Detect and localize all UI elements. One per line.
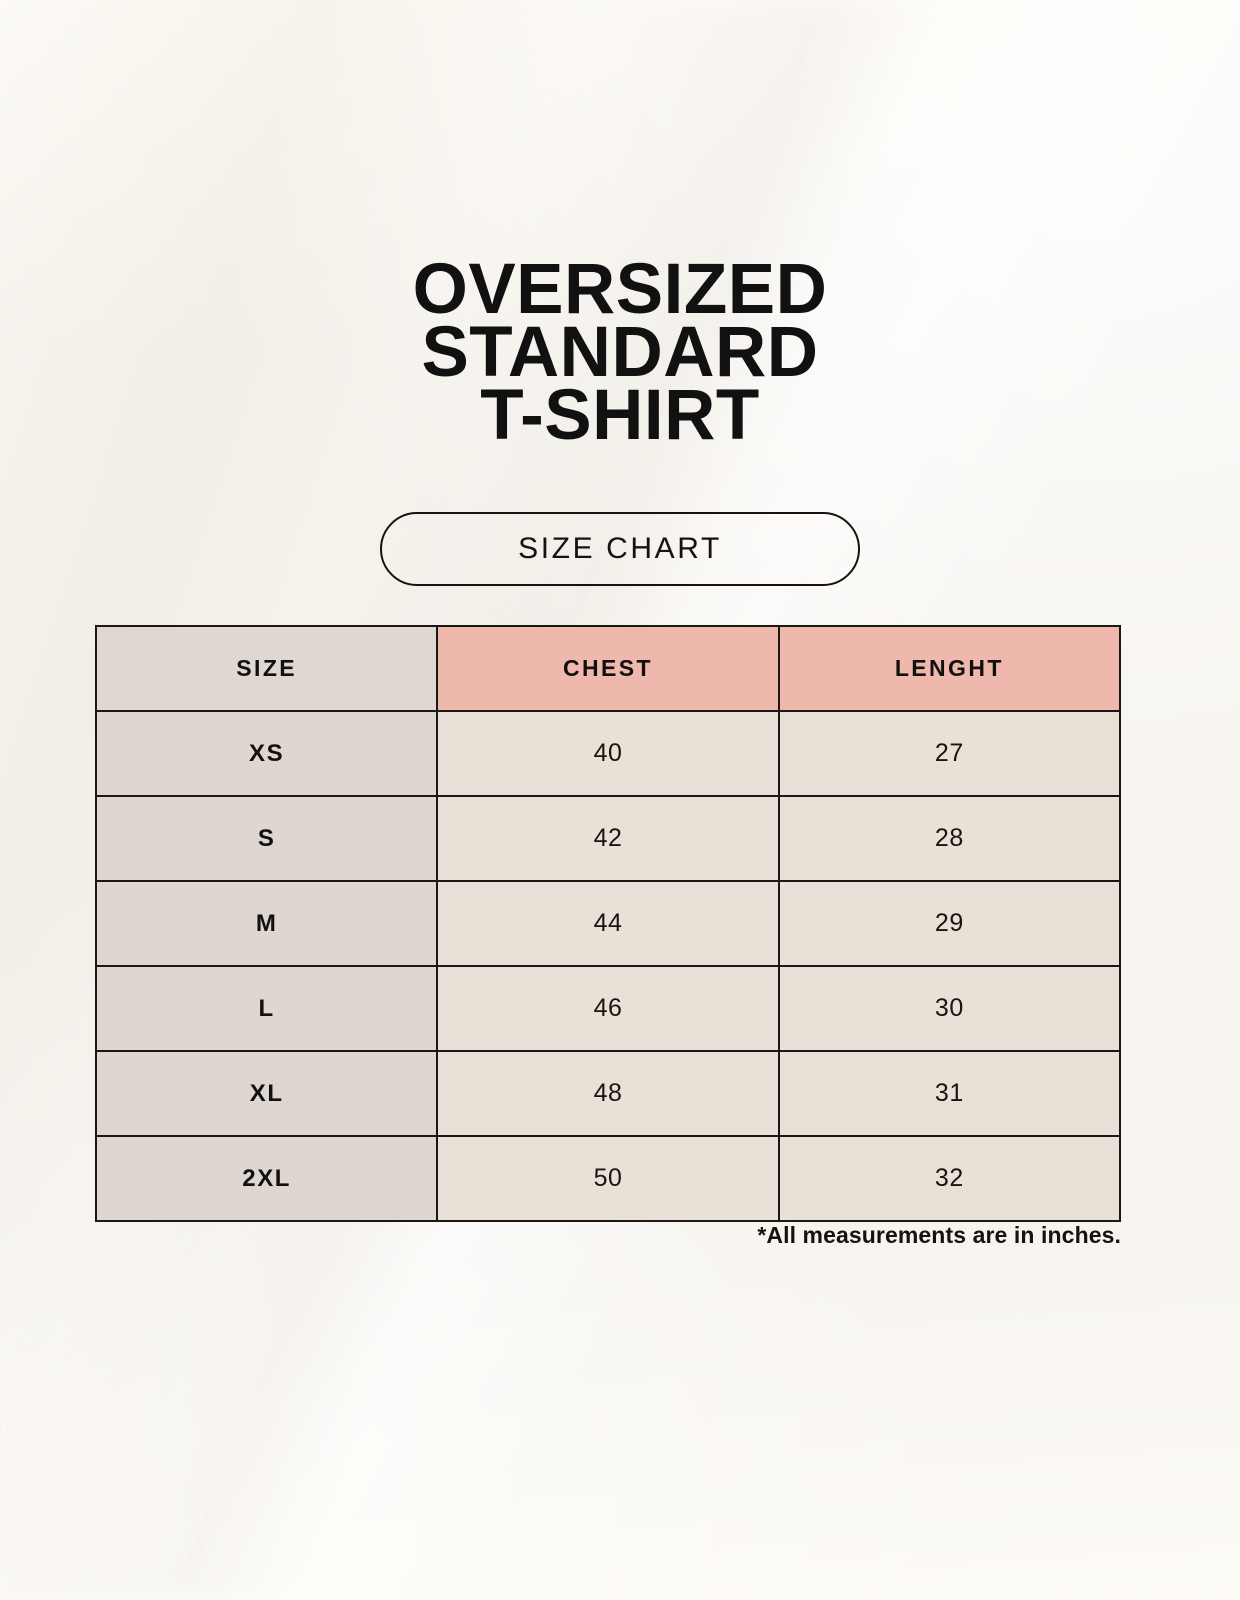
page-title: OVERSIZED STANDARD T-SHIRT — [0, 250, 1240, 455]
table-row: L 46 30 — [94, 965, 1122, 1052]
cell-length: 29 — [777, 880, 1122, 967]
table-row: M 44 29 — [94, 880, 1122, 967]
cell-chest: 48 — [436, 1050, 780, 1137]
cell-chest: 50 — [436, 1135, 780, 1222]
table-row: 2XL 50 32 — [94, 1135, 1122, 1222]
cell-chest: 46 — [436, 965, 780, 1052]
table-row: XL 48 31 — [94, 1050, 1122, 1137]
cell-length: 27 — [777, 710, 1122, 797]
cell-size: S — [94, 795, 439, 882]
size-table: SIZE CHEST LENGHT XS 40 27 S 42 28 M — [94, 625, 1122, 1222]
page-title-line-3: T-SHIRT — [480, 376, 760, 455]
size-table-wrap: SIZE CHEST LENGHT XS 40 27 S 42 28 M — [94, 625, 1122, 1222]
cell-length: 30 — [777, 965, 1122, 1052]
size-chart-badge-wrap: SIZE CHART — [0, 512, 1240, 586]
cell-size: L — [94, 965, 439, 1052]
cell-length: 32 — [777, 1135, 1122, 1222]
page-title-line-2: STANDARD — [421, 313, 819, 392]
cell-length: 28 — [777, 795, 1122, 882]
cell-size: M — [94, 880, 439, 967]
size-table-head: SIZE CHEST LENGHT — [94, 625, 1122, 712]
table-header-row: SIZE CHEST LENGHT — [94, 625, 1122, 712]
cell-size: XL — [94, 1050, 439, 1137]
cell-chest: 40 — [436, 710, 780, 797]
cell-chest: 42 — [436, 795, 780, 882]
column-header-length: LENGHT — [777, 625, 1122, 712]
column-header-size: SIZE — [94, 625, 439, 712]
cell-length: 31 — [777, 1050, 1122, 1137]
size-chart-badge: SIZE CHART — [380, 512, 860, 586]
cell-size: XS — [94, 710, 439, 797]
cell-chest: 44 — [436, 880, 780, 967]
measurement-unit-note: *All measurements are in inches. — [757, 1222, 1121, 1248]
cell-size: 2XL — [94, 1135, 439, 1222]
column-header-chest: CHEST — [436, 625, 780, 712]
table-row: XS 40 27 — [94, 710, 1122, 797]
size-table-body: XS 40 27 S 42 28 M 44 29 L 46 30 — [94, 710, 1122, 1222]
table-row: S 42 28 — [94, 795, 1122, 882]
page-title-line-1: OVERSIZED — [412, 250, 828, 329]
